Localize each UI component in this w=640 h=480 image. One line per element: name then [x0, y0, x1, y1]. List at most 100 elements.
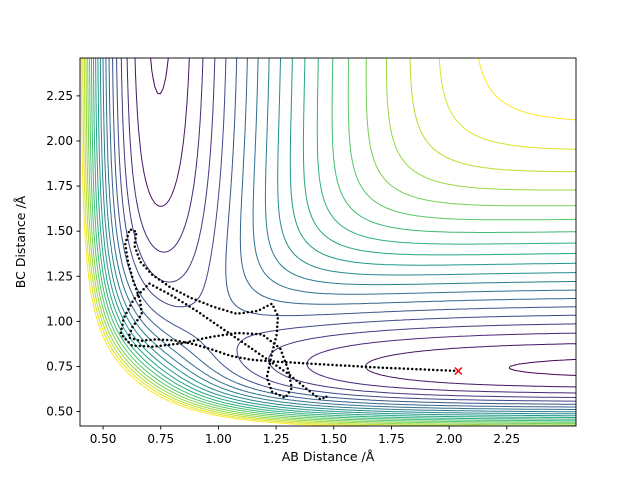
- trajectory-dot: [274, 392, 278, 395]
- trajectory-dots: [119, 228, 460, 401]
- trajectory-dot: [171, 287, 175, 290]
- trajectory-dot: [427, 368, 431, 371]
- trajectory-dot: [280, 351, 284, 355]
- trajectory-dot: [177, 298, 181, 302]
- trajectory-dot: [151, 345, 154, 348]
- trajectory-dot: [238, 331, 241, 335]
- trajectory-dot: [230, 310, 233, 314]
- y-tick-label: 1.75: [46, 179, 73, 193]
- trajectory-dot: [142, 344, 146, 348]
- trajectory-dot: [310, 362, 313, 365]
- trajectory-dot: [292, 376, 295, 380]
- y-tick-label: 0.75: [46, 359, 73, 373]
- trajectory-dot: [202, 314, 205, 317]
- trajectory-dot: [135, 249, 138, 252]
- trajectory-dot: [266, 370, 270, 374]
- trajectory-dot: [268, 362, 272, 365]
- contour-lines: [80, 58, 576, 426]
- trajectory-dot: [133, 297, 137, 300]
- trajectory-dot: [142, 264, 145, 267]
- trajectory-dot: [287, 391, 291, 394]
- trajectory-dot: [214, 306, 217, 309]
- trajectory-dot: [272, 305, 275, 309]
- trajectory-dot: [444, 369, 448, 372]
- trajectory-dot: [226, 309, 229, 313]
- trajectory-dot: [163, 290, 166, 293]
- trajectory-dot: [247, 345, 250, 348]
- trajectory-dot: [191, 307, 195, 310]
- trajectory-dot: [254, 350, 257, 353]
- trajectory-dot: [389, 366, 393, 370]
- contour-line: [80, 58, 576, 426]
- contour-line: [112, 58, 576, 405]
- trajectory-dot: [184, 341, 187, 344]
- trajectory-dot: [402, 367, 406, 370]
- trajectory-dot: [230, 333, 233, 336]
- axes-frame: [79, 57, 577, 427]
- trajectory-dot: [348, 364, 351, 368]
- trajectory-dot: [157, 338, 161, 341]
- trajectory-dot: [233, 335, 237, 339]
- trajectory-dot: [230, 354, 234, 358]
- trajectory-dot: [127, 263, 131, 267]
- trajectory-dot: [240, 340, 244, 344]
- trajectory-dot: [222, 308, 225, 312]
- trajectory-dot: [339, 364, 343, 367]
- trajectory-dot: [298, 382, 302, 385]
- trajectory-dot: [235, 355, 238, 359]
- trajectory-dot: [423, 368, 427, 371]
- contour-line: [97, 58, 576, 417]
- trajectory-dot: [186, 295, 190, 298]
- trajectory-dot: [255, 358, 259, 362]
- trajectory-dot: [239, 356, 242, 359]
- trajectory-dot: [352, 364, 355, 368]
- trajectory-dot: [259, 333, 262, 336]
- trajectory-dot: [318, 397, 321, 401]
- trajectory-dot: [129, 329, 133, 333]
- trajectory-dot: [161, 280, 164, 284]
- trajectory-dot: [124, 242, 127, 246]
- trajectory-dot: [140, 312, 143, 315]
- trajectory-dot: [133, 229, 137, 233]
- trajectory-dot: [161, 338, 165, 341]
- trajectory-dot: [246, 311, 250, 314]
- trajectory-dot: [134, 344, 137, 347]
- trajectory-dot: [289, 361, 292, 364]
- trajectory-dot: [136, 318, 139, 322]
- trajectory-dot: [289, 387, 293, 391]
- trajectory-dot: [261, 354, 264, 358]
- trajectory-dot: [257, 352, 261, 355]
- trajectory-dot: [221, 333, 225, 337]
- trajectory-dot: [190, 342, 194, 345]
- trajectory-dot: [289, 383, 293, 387]
- x-tick-label: 0.75: [147, 432, 174, 446]
- trajectory-dot: [138, 344, 142, 348]
- y-tick-label: 1.25: [46, 269, 73, 283]
- trajectory-dot: [278, 366, 282, 370]
- trajectory-dot: [385, 366, 389, 370]
- trajectory-dot: [138, 299, 142, 303]
- trajectory-dot: [270, 390, 274, 394]
- trajectory-dot: [306, 362, 309, 365]
- trajectory-dot: [121, 334, 125, 338]
- trajectory-dot: [125, 255, 129, 258]
- trajectory-dot: [136, 253, 139, 256]
- trajectory-dot: [436, 368, 439, 372]
- trajectory-dot: [448, 369, 452, 372]
- trajectory-dot: [360, 365, 364, 368]
- trajectory-dot: [266, 337, 269, 340]
- contour-line: [95, 58, 576, 418]
- contour-line: [108, 58, 576, 408]
- trajectory-dot: [133, 245, 137, 248]
- trajectory-dot: [289, 379, 292, 383]
- trajectory-dot: [206, 303, 209, 306]
- trajectory-dot: [275, 313, 279, 316]
- trajectory-dot: [381, 366, 385, 369]
- trajectory-dot: [297, 361, 301, 365]
- trajectory-dot: [179, 291, 182, 294]
- trajectory-dot: [129, 304, 132, 307]
- trajectory-dot: [159, 288, 162, 291]
- trajectory-dot: [431, 368, 435, 372]
